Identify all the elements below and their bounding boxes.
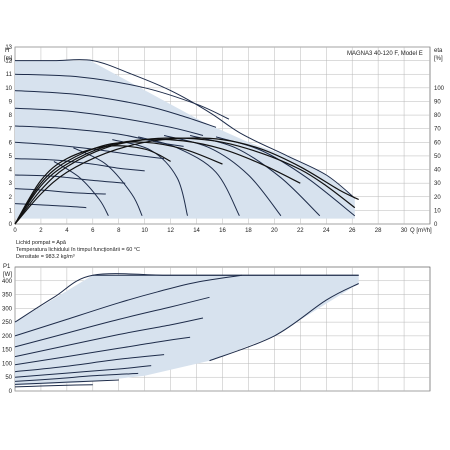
eta-tick-label: 70 (434, 127, 441, 133)
head-curve (14, 107, 204, 136)
head-tick-label: 7 (9, 127, 13, 133)
throttle-curve (73, 147, 143, 217)
eta-tick-label: 50 (434, 154, 441, 160)
throttle-curve (163, 135, 282, 217)
flow-tick-label: 20 (271, 228, 278, 234)
power-tick-label: 0 (9, 389, 13, 395)
power-curves (14, 273, 359, 388)
flow-tick-label: 14 (193, 228, 200, 234)
head-tick-label: 9 (9, 99, 13, 105)
power-curve (14, 384, 93, 388)
efficiency-curve (14, 145, 171, 225)
eta-tick-label: 100 (434, 86, 445, 92)
flow-tick-label: 2 (39, 228, 43, 234)
head-axis-label-line1: H (5, 48, 9, 54)
power-y-ticks: 0 50 100 150 200 250 300 350 400 (2, 279, 13, 395)
throttle-curve (112, 139, 188, 216)
power-tick-label: 200 (2, 334, 13, 340)
head-tick-label: 0 (9, 222, 13, 228)
head-tick-label: 8 (9, 113, 13, 119)
eta-axis-label-line2: [%] (434, 56, 443, 62)
power-tick-label: 400 (2, 279, 13, 285)
flow-tick-label: 16 (219, 228, 226, 234)
head-curve (14, 73, 230, 120)
efficiency-curve (14, 138, 301, 225)
power-curve (14, 317, 204, 358)
flow-tick-label: 0 (13, 228, 17, 234)
head-tick-label: 4 (9, 168, 13, 174)
head-curve (14, 158, 145, 172)
power-tick-label: 300 (2, 306, 13, 312)
power-curve (14, 336, 191, 366)
power-curve (14, 372, 139, 382)
eta-tick-label: 90 (434, 99, 441, 105)
power-tick-label: 250 (2, 320, 13, 326)
power-tick-label: 100 (2, 361, 13, 367)
head-tick-label: 12 (5, 59, 12, 65)
head-tick-label: 13 (5, 45, 12, 51)
head-tick-label: 5 (9, 154, 13, 160)
head-axis-label-line2: [m] (4, 56, 13, 62)
head-curve (14, 188, 106, 195)
eta-tick-label: 20 (434, 195, 441, 201)
power-curve (14, 365, 152, 378)
power-curve (14, 354, 165, 373)
power-operating-region (15, 275, 359, 386)
note-liquid: Lichid pompat = Apă (16, 240, 67, 246)
efficiency-curve (14, 141, 223, 225)
flow-tick-label: 12 (167, 228, 174, 234)
head-tick-label: 11 (6, 72, 13, 78)
flow-tick-label: 18 (245, 228, 252, 234)
head-tick-label: 2 (9, 195, 13, 201)
efficiency-curve (14, 137, 356, 225)
flow-tick-label: 10 (141, 228, 148, 234)
eta-tick-label: 60 (434, 140, 441, 146)
eta-tick-label: 0 (434, 222, 438, 228)
head-curve (14, 90, 217, 128)
power-tick-label: 350 (2, 293, 13, 299)
eta-tick-label: 30 (434, 181, 441, 187)
power-curve (14, 296, 210, 348)
eta-tick-label: 10 (434, 208, 441, 214)
power-curve (14, 379, 119, 385)
power-curve (14, 274, 243, 337)
head-tick-label: 3 (9, 181, 13, 187)
flow-tick-label: 6 (91, 228, 95, 234)
flow-tick-label: 30 (401, 228, 408, 234)
note-density: Densitate = 983.2 kg/m³ (16, 254, 75, 260)
flow-tick-label: 26 (349, 228, 356, 234)
eta-axis-label-line1: eta (434, 48, 443, 54)
head-tick-label: 10 (5, 86, 12, 92)
flow-tick-label: 24 (323, 228, 330, 234)
chart-title: MAGNA3 40-120 F, Model E (347, 51, 423, 57)
power-curve (209, 283, 359, 362)
efficiency-y-ticks: 0 10 20 30 40 50 60 70 80 90 100 (434, 86, 445, 228)
power-axis-label-line2: [W] (3, 272, 12, 278)
flow-tick-label: 4 (65, 228, 69, 234)
power-axis-label-line1: P1 (3, 264, 11, 270)
note-temperature: Temperatura lichidului în timpul funcţio… (16, 247, 140, 253)
head-tick-label: 1 (9, 208, 13, 214)
power-tick-label: 150 (2, 348, 13, 354)
efficiency-curves (14, 137, 359, 225)
flow-tick-label: 8 (117, 228, 121, 234)
head-tick-label: 6 (9, 140, 13, 146)
flow-tick-label: 28 (375, 228, 382, 234)
eta-tick-label: 80 (434, 113, 441, 119)
eta-tick-label: 40 (434, 168, 441, 174)
power-flow-chart: 0 50 100 150 200 250 300 350 400 P1 [W] (2, 264, 431, 395)
flow-axis-label: Q [m³/h] (410, 228, 432, 234)
flow-tick-label: 22 (297, 228, 304, 234)
flow-x-ticks: 0 2 4 6 8 10 12 14 16 18 20 22 24 26 28 30 (13, 228, 408, 234)
power-tick-label: 50 (5, 375, 12, 381)
head-curve (14, 174, 126, 184)
head-curve (14, 59, 356, 199)
